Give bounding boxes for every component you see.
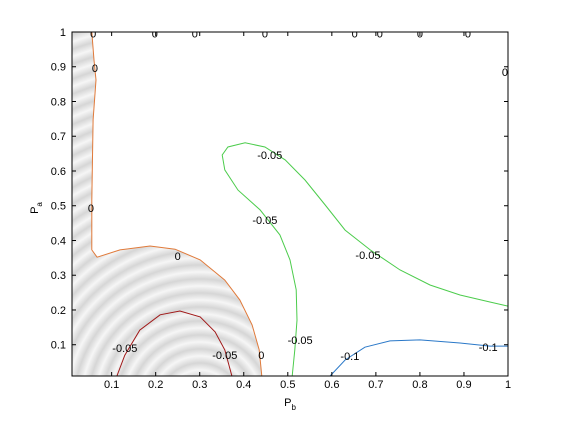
y-tick-label: 0.9 xyxy=(51,62,66,74)
y-tick-label: 0.2 xyxy=(51,305,66,317)
x-tick-label: 0.6 xyxy=(324,379,339,391)
x-tick-label: 0.5 xyxy=(280,379,295,391)
contour-line xyxy=(221,142,508,376)
contour-label: 0 xyxy=(262,29,268,41)
contour-label: 0 xyxy=(352,29,358,41)
contours: 0 0 0 0 0 0 0 0 0 0 0 0 0 -0.05 -0.05 -0.05 -0.05 -0.05 -0… xyxy=(88,29,508,376)
contour-label: -0.05 xyxy=(355,250,380,262)
contour-label: -0.05 xyxy=(212,350,237,362)
contour-label: 0 xyxy=(377,29,383,41)
contour-label: -0.05 xyxy=(257,150,282,162)
y-axis-label-main: P xyxy=(29,207,41,214)
y-tick-label: 0.3 xyxy=(51,270,66,282)
x-tick-label: 0.3 xyxy=(192,379,207,391)
x-tick-label: 0.2 xyxy=(148,379,163,391)
contour-label: -0.05 xyxy=(252,215,277,227)
contour-line xyxy=(329,339,508,376)
contour-label: 0 xyxy=(502,67,508,79)
contour-label: -0.1 xyxy=(340,351,359,363)
y-axis-label-sub: a xyxy=(35,202,44,207)
x-axis-label: Pb xyxy=(284,397,296,412)
contour-label: -0.05 xyxy=(112,343,137,355)
y-tick-label: 0.1 xyxy=(51,340,66,352)
y-tick-label: 0.8 xyxy=(51,96,66,108)
contour-label: -0.05 xyxy=(288,335,313,347)
contour-label: 0 xyxy=(175,251,181,263)
contour-label: -0.1 xyxy=(479,342,498,354)
contour-label: 0 xyxy=(152,29,158,41)
contour-label: 0 xyxy=(192,29,198,41)
y-tick-label: 0.4 xyxy=(51,235,66,247)
x-tick-label: 1 xyxy=(505,379,511,391)
y-tick-label: 1 xyxy=(60,27,66,39)
x-tick-label: 0.7 xyxy=(368,379,383,391)
y-tick-label: 0.7 xyxy=(51,131,66,143)
contour-label: 0 xyxy=(258,350,264,362)
y-tick-label: 0.5 xyxy=(51,201,66,213)
contour-line xyxy=(91,32,263,376)
contour-line xyxy=(116,310,233,376)
x-tick-label: 0.1 xyxy=(104,379,119,391)
x-tick-label: 0.9 xyxy=(456,379,471,391)
x-axis-label-sub: b xyxy=(291,403,296,412)
contour-label: 0 xyxy=(92,63,98,75)
contour-label: 0 xyxy=(88,203,94,215)
axes-box xyxy=(71,31,509,377)
contour-label: 0 xyxy=(465,29,471,41)
contour-label: 0 xyxy=(417,29,423,41)
contour-label: 0 xyxy=(90,29,96,41)
x-tick-label: 0.8 xyxy=(412,379,427,391)
y-axis-label: Pa xyxy=(29,202,44,214)
y-tick-label: 0.6 xyxy=(51,166,66,178)
x-tick-label: 0.4 xyxy=(236,379,251,391)
shaded-region xyxy=(72,32,262,376)
x-axis-label-main: P xyxy=(284,397,291,409)
